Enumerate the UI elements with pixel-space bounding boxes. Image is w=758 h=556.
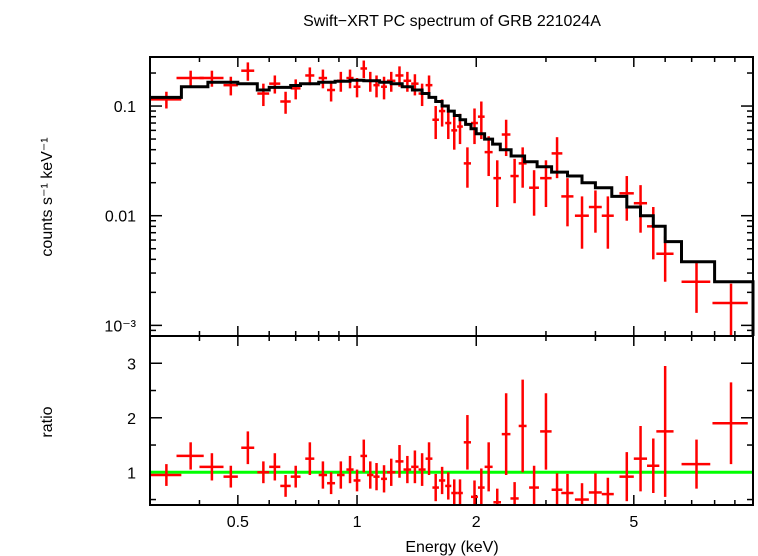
x-tick-label: 2 [472, 514, 481, 531]
spectrum-panel: 0.1 0.01 10⁻³ [104, 57, 755, 337]
y-tick-label: 2 [127, 411, 136, 428]
spectrum-panel-frame [149, 56, 754, 337]
y-axis-label-bottom: ratio [39, 406, 56, 437]
y-tick-label: 0.1 [114, 99, 136, 116]
x-tick-label: 1 [353, 514, 362, 531]
x-tick-label: 5 [629, 514, 638, 531]
model-step-line [150, 78, 755, 336]
y-tick-label: 0.01 [105, 209, 136, 226]
y-axis-label-top: counts s⁻¹ keV⁻¹ [39, 137, 56, 256]
ratio-panel-frame [149, 335, 754, 506]
x-axis-label: Energy (keV) [405, 539, 498, 556]
ratio-panel: 0.5 1 2 5 1 2 3 [127, 335, 754, 531]
chart-title: Swift−XRT PC spectrum of GRB 221024A [303, 13, 601, 30]
x-tick-label: 0.5 [227, 514, 249, 531]
y-tick-label: 10⁻³ [104, 318, 136, 335]
y-tick-label: 1 [127, 465, 136, 482]
y-tick-label: 3 [127, 356, 136, 373]
